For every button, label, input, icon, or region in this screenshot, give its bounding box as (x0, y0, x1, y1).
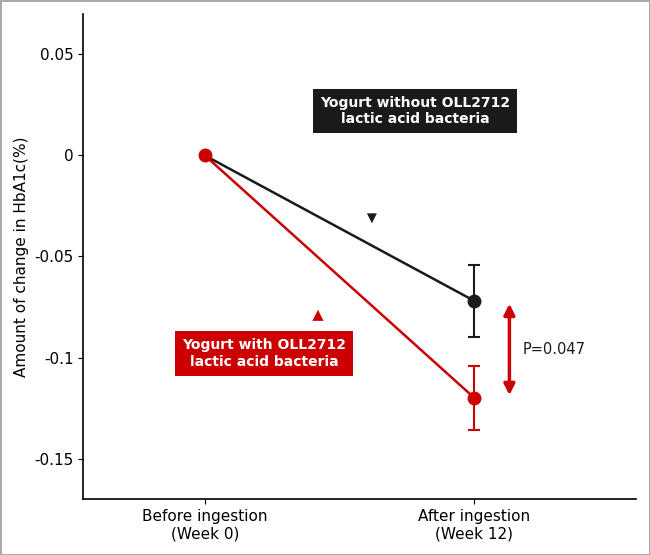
Text: Yogurt without OLL2712
lactic acid bacteria: Yogurt without OLL2712 lactic acid bacte… (320, 96, 510, 223)
Y-axis label: Amount of change in HbA1c(%): Amount of change in HbA1c(%) (14, 136, 29, 377)
Text: Yogurt with OLL2712
lactic acid bacteria: Yogurt with OLL2712 lactic acid bacteria (182, 310, 346, 369)
Text: P=0.047: P=0.047 (523, 342, 586, 357)
